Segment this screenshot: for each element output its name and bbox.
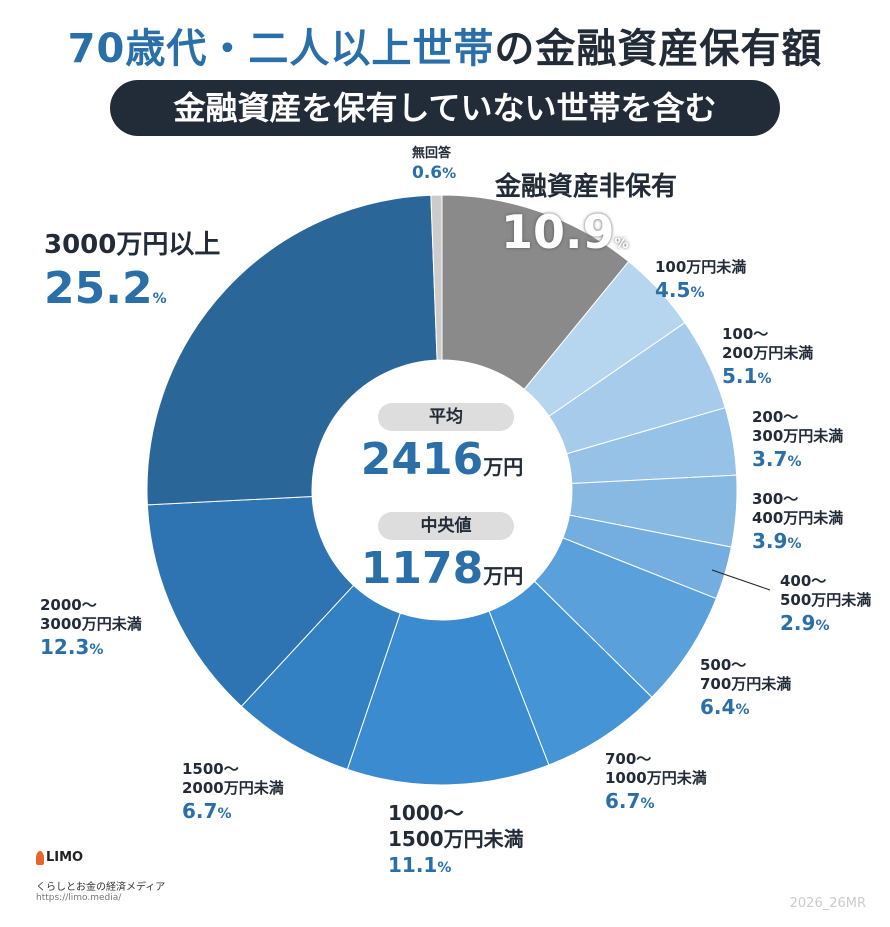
slice-label-1: 100万円未満 4.5%: [655, 258, 746, 306]
page-title: 70歳代・二人以上世帯の金融資産保有額: [0, 16, 890, 74]
slice-percent: 12.3%: [40, 635, 104, 659]
slice-percent: 25.2%: [44, 263, 167, 314]
limo-logo: LIMO: [36, 850, 83, 865]
slice-label-text: 無回答: [412, 146, 452, 161]
slice-label-3: 200〜 300万円未満 3.7%: [752, 408, 843, 475]
slice-label-2: 100〜 200万円未満 5.1%: [722, 325, 813, 392]
logo-text: LIMO: [46, 850, 84, 865]
slice-label-5: 400〜 500万円未満 2.9%: [780, 572, 871, 639]
average-label: 平均: [378, 403, 514, 431]
slice-label-text: 2000万円未満: [182, 779, 284, 797]
leader-line-400-500: [711, 569, 771, 591]
slice-label-text: 1500〜: [182, 760, 239, 778]
slice-label-text: 200万円未満: [722, 344, 814, 362]
slice-label-text: 3000万円以上: [44, 230, 221, 260]
slice-label-text: 1500万円未満: [388, 827, 524, 851]
slice-label-text: 1000万円未満: [605, 769, 707, 787]
slice-label-4: 300〜 400万円未満 3.9%: [752, 490, 843, 557]
median-label: 中央値: [378, 512, 514, 540]
slice-percent: 3.9%: [752, 529, 802, 553]
slice-percent: 10.9%: [501, 205, 629, 259]
median-value: 1178万円: [322, 543, 562, 594]
slice-label-text: 2000〜: [40, 596, 97, 614]
slice-label-text: 3000万円未満: [40, 615, 142, 633]
slice-label-text: 100万円未満: [655, 258, 747, 276]
slice-label-text: 金融資産非保有: [495, 172, 678, 202]
slice-label-6: 500〜 700万円未満 6.4%: [700, 656, 791, 723]
slice-label-text: 300〜: [752, 490, 799, 508]
slice-label-text: 200〜: [752, 408, 799, 426]
donut-slice-0: [441, 194, 630, 391]
slice-percent: 6.7%: [182, 799, 232, 823]
tagline: くらしとお金の経済メディア: [36, 882, 166, 893]
donut-slice-12: [430, 194, 443, 361]
average-number: 2416: [360, 434, 484, 485]
slice-percent: 0.6%: [412, 163, 457, 183]
slice-percent: 6.4%: [700, 695, 750, 719]
chart-code: 2026_26MR: [789, 896, 866, 911]
slice-label-7: 700〜 1000万円未満 6.7%: [605, 750, 707, 817]
subtitle-pill: 金融資産を保有していない世帯を含む: [110, 80, 780, 136]
slice-label-text: 400〜: [780, 572, 827, 590]
slice-label-8: 1000〜 1500万円未満 11.1%: [388, 800, 524, 881]
site-url: https://limo.media/: [36, 893, 122, 903]
donut-slice-10: [146, 496, 355, 708]
average-unit: 万円: [483, 455, 524, 479]
slice-percent: 5.1%: [722, 364, 772, 388]
slice-percent: 3.7%: [752, 447, 802, 471]
slice-percent: 2.9%: [780, 611, 830, 635]
donut-slice-8: [346, 610, 550, 786]
slice-label-text: 700〜: [605, 750, 652, 768]
slice-label-10: 2000〜 3000万円未満 12.3%: [40, 596, 142, 663]
slice-label-11: 3000万円以上 25.2%: [44, 228, 220, 326]
slice-label-text: 400万円未満: [752, 509, 844, 527]
slice-label-9: 1500〜 2000万円未満 6.7%: [182, 760, 284, 827]
slice-label-text: 500万円未満: [780, 591, 872, 609]
slice-label-text: 1000〜: [388, 801, 464, 825]
donut-slice-11: [146, 194, 438, 506]
median-number: 1178: [360, 543, 484, 594]
slice-label-12: 無回答 0.6%: [412, 146, 456, 185]
flame-icon: [36, 850, 44, 865]
slice-percent: 4.5%: [655, 278, 705, 302]
slice-percent: 11.1%: [388, 853, 452, 877]
slice-percent: 6.7%: [605, 789, 655, 813]
slice-label-0: 金融資産非保有 10.9%: [495, 170, 677, 272]
slice-label-text: 500〜: [700, 656, 747, 674]
title-dark: の金融資産保有額: [494, 26, 823, 72]
median-unit: 万円: [483, 564, 524, 588]
slice-label-text: 100〜: [722, 325, 769, 343]
slice-label-text: 700万円未満: [700, 675, 792, 693]
title-blue: 70歳代・二人以上世帯: [67, 26, 495, 72]
slice-label-text: 300万円未満: [752, 427, 844, 445]
average-value: 2416万円: [322, 434, 562, 485]
